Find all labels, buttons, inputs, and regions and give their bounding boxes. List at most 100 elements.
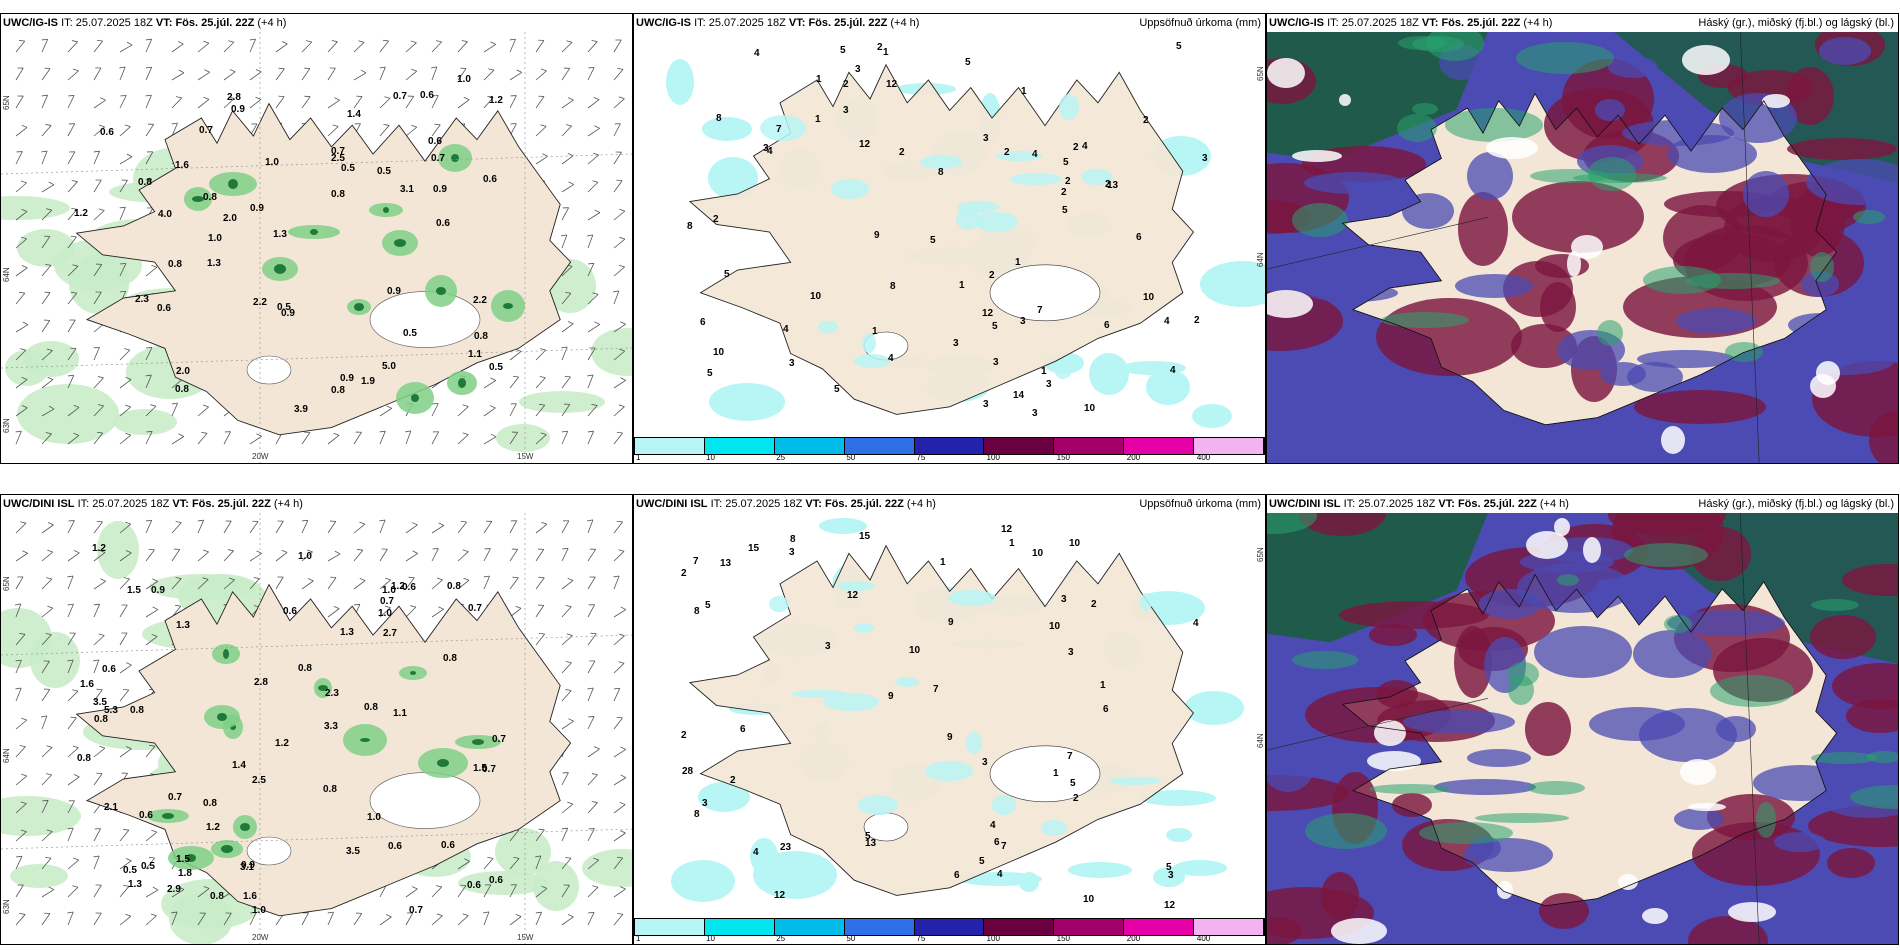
clear-sky-area: [1618, 874, 1638, 890]
clear-sky-area: [1339, 94, 1351, 106]
precip-value: 0.9: [241, 860, 255, 871]
colorbar-ticks: 1 10 25 50 75 100 150 200 400: [634, 453, 1265, 463]
wind-barb: [327, 432, 340, 445]
wind-barb: [405, 68, 418, 81]
precip-value: 0.5: [277, 302, 291, 313]
wind-barb: [119, 746, 132, 758]
colorbar-swatches: [634, 437, 1265, 455]
wind-barb: [353, 431, 362, 445]
it-label: IT:: [1327, 17, 1339, 29]
wind-barb: [275, 95, 285, 109]
wind-barb: [223, 520, 232, 534]
domain-line: [1267, 698, 1488, 751]
cloud-high-area: [1710, 675, 1794, 707]
precip-value: 0.8: [77, 753, 91, 764]
wind-barb: [171, 96, 182, 109]
cloud-low-area: [1827, 848, 1875, 878]
wind-barb: [587, 262, 595, 277]
wind-barb: [223, 577, 235, 590]
wind-barb: [67, 659, 74, 674]
wind-barb: [353, 578, 366, 590]
cloud-low-area: [1339, 601, 1489, 629]
wind-barb: [15, 913, 26, 926]
wind-barb: [119, 404, 132, 417]
precip-value: 1.5: [176, 854, 190, 865]
wind-barb: [301, 549, 313, 562]
wind-barb: [171, 521, 182, 534]
it-value: 25.07.2025 18Z: [75, 17, 153, 29]
wind-barb: [587, 430, 595, 445]
wind-barb: [301, 912, 309, 926]
wind-barb: [15, 717, 28, 730]
cloud-mid-area: [1304, 172, 1404, 194]
precip-value: 8: [694, 606, 700, 617]
cloud-high-area: [1811, 599, 1859, 611]
wind-barb: [119, 153, 133, 165]
wind-barb: [587, 180, 599, 193]
precip-value: 9: [948, 617, 954, 628]
wind-barb: [171, 577, 182, 590]
iceland-landmass: [75, 102, 572, 436]
model-name: UWC/DINI ISL: [3, 498, 75, 510]
wind-barb: [41, 38, 49, 53]
wind-barb: [145, 913, 157, 926]
precip-value: 0.6: [100, 127, 114, 138]
precip-value: 1.0: [208, 233, 222, 244]
wind-barb: [483, 377, 497, 389]
wind-barb: [93, 39, 103, 53]
precip-value: 4: [1032, 149, 1038, 160]
wind-barb: [483, 41, 496, 53]
wind-barb: [197, 519, 205, 534]
glacier: [989, 264, 1101, 322]
accumulated-precip-area: [966, 732, 982, 754]
precip-value: 10: [810, 291, 822, 302]
precip-value: 1: [816, 74, 822, 85]
wind-barb: [431, 606, 444, 618]
wind-barb: [15, 376, 28, 389]
wind-barb: [301, 431, 311, 445]
precip-value: 1.3: [128, 879, 142, 890]
wind-barb: [613, 290, 620, 305]
precip-value: 3.5: [346, 846, 360, 857]
cloud-mid-area: [1794, 347, 1894, 375]
wind-barb: [119, 688, 130, 702]
wind-barb: [67, 575, 74, 590]
precip-value: 0.7: [482, 764, 496, 775]
accumulated-precip-area: [769, 596, 789, 612]
precip-value: 0.6: [283, 606, 297, 617]
wind-barb: [145, 346, 153, 361]
wind-barb: [15, 208, 28, 221]
precip-value: 2: [730, 775, 736, 786]
wind-barb: [587, 660, 596, 674]
wind-barb: [145, 151, 154, 165]
wind-barb: [119, 632, 128, 646]
wind-barb: [93, 659, 100, 674]
precip-value: 9: [874, 230, 880, 241]
wind-barb: [15, 236, 27, 249]
wind-barb: [93, 884, 102, 898]
precip-value: 1.2: [206, 822, 220, 833]
wind-barb: [67, 207, 78, 221]
precip-core: [162, 813, 174, 819]
wind-barb: [353, 912, 363, 926]
cloud-high-area: [1475, 813, 1569, 823]
cloud-low-area: [1369, 624, 1417, 646]
wind-barb: [93, 376, 104, 389]
wind-barb: [457, 404, 469, 417]
precip-value: 2.8: [254, 677, 268, 688]
colorbar-swatch: [984, 919, 1055, 935]
wind-barb: [223, 549, 234, 562]
wind-barb: [15, 884, 24, 898]
glacier: [369, 772, 481, 829]
wind-barb: [587, 152, 599, 165]
wind-barb: [223, 96, 235, 109]
cloud-low-area: [1392, 793, 1432, 817]
wind-barb: [561, 577, 574, 590]
map-area: 65N64N1521124585121012988623212243525310…: [634, 32, 1265, 437]
precip-area: [1, 608, 52, 668]
wind-barb: [67, 603, 74, 618]
wind-barb: [41, 376, 54, 389]
wind-barb: [67, 151, 76, 165]
wind-barb: [327, 520, 337, 534]
precip-value: 2: [1143, 115, 1149, 126]
